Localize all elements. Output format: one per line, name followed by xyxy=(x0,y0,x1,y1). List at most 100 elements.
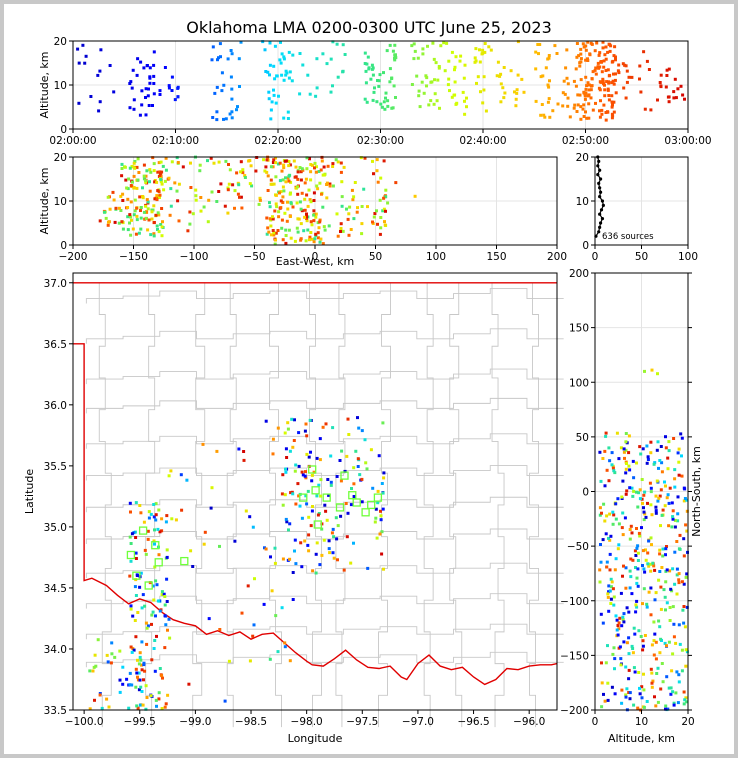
data-point xyxy=(268,201,271,205)
data-point xyxy=(483,42,487,45)
data-point xyxy=(438,106,441,110)
data-point xyxy=(319,478,323,482)
data-point xyxy=(133,198,137,202)
data-point xyxy=(285,456,289,459)
data-point xyxy=(157,230,161,234)
data-point xyxy=(128,683,132,687)
data-point xyxy=(658,651,662,655)
data-point xyxy=(656,98,659,102)
data-point xyxy=(112,198,116,202)
data-point xyxy=(637,491,641,495)
data-point xyxy=(301,63,305,67)
data-point xyxy=(619,591,623,595)
data-point xyxy=(297,464,301,468)
data-point xyxy=(152,234,156,238)
data-point xyxy=(155,194,159,198)
data-point xyxy=(356,465,360,468)
data-point xyxy=(334,516,338,520)
data-point xyxy=(613,568,617,572)
data-point xyxy=(215,449,219,453)
profile-point xyxy=(598,225,602,229)
data-point xyxy=(355,210,359,214)
data-point xyxy=(617,63,621,67)
data-point xyxy=(612,100,616,104)
data-point xyxy=(145,169,149,173)
data-point xyxy=(673,550,677,554)
data-point xyxy=(149,512,153,516)
data-point xyxy=(272,158,276,162)
data-point xyxy=(628,486,632,490)
data-point xyxy=(136,57,140,61)
data-point xyxy=(579,52,583,56)
data-point xyxy=(534,67,538,71)
data-point xyxy=(374,516,378,520)
data-point xyxy=(679,84,683,88)
data-point xyxy=(341,70,345,74)
data-point xyxy=(624,665,628,669)
data-point xyxy=(294,186,298,190)
data-point xyxy=(154,579,158,583)
data-point xyxy=(280,169,284,173)
data-point xyxy=(157,553,161,557)
data-point xyxy=(229,49,233,52)
x-tick-label: −99.5 xyxy=(124,716,156,728)
data-point xyxy=(148,76,152,80)
data-point xyxy=(669,692,673,696)
data-point xyxy=(98,69,102,73)
data-point xyxy=(593,49,597,53)
data-point xyxy=(672,437,676,440)
data-point xyxy=(609,577,613,581)
profile-point xyxy=(600,217,605,221)
data-point xyxy=(641,501,644,505)
data-point xyxy=(641,648,645,652)
data-point xyxy=(664,435,667,439)
data-point xyxy=(615,431,619,435)
data-point xyxy=(610,463,614,467)
data-point xyxy=(314,170,318,174)
data-point xyxy=(478,48,481,52)
data-point xyxy=(340,449,344,453)
data-point xyxy=(296,177,300,181)
data-point xyxy=(602,103,606,107)
data-point xyxy=(352,195,356,199)
data-point xyxy=(410,44,414,48)
data-point xyxy=(514,97,518,101)
data-point xyxy=(147,516,151,520)
data-point xyxy=(283,211,287,215)
data-point xyxy=(343,53,347,56)
data-point xyxy=(659,637,663,641)
data-point xyxy=(606,88,610,92)
data-point xyxy=(217,190,221,193)
data-point xyxy=(296,230,300,234)
data-point xyxy=(378,532,382,536)
data-point xyxy=(133,160,137,163)
data-point xyxy=(268,73,271,77)
data-point xyxy=(614,614,618,618)
data-point xyxy=(134,501,138,505)
data-point xyxy=(635,599,639,603)
data-point xyxy=(315,494,319,498)
data-point xyxy=(379,216,383,219)
data-point xyxy=(393,58,397,62)
data-point xyxy=(288,70,292,74)
data-point xyxy=(665,68,669,72)
data-point xyxy=(542,113,546,117)
data-point xyxy=(599,612,603,616)
data-point xyxy=(667,524,671,528)
data-point xyxy=(144,174,148,178)
data-point xyxy=(634,610,638,614)
data-point xyxy=(677,572,681,576)
data-point xyxy=(650,543,653,547)
data-point xyxy=(235,171,239,175)
data-point xyxy=(600,60,604,63)
data-point xyxy=(281,195,285,199)
data-point xyxy=(185,478,189,482)
data-point xyxy=(356,206,359,210)
data-point xyxy=(617,543,621,547)
data-point xyxy=(209,156,213,160)
county-line xyxy=(529,282,539,728)
data-point xyxy=(631,494,635,498)
data-point xyxy=(568,115,572,119)
x-tick-label: −98.0 xyxy=(291,716,323,728)
data-point xyxy=(607,609,611,613)
